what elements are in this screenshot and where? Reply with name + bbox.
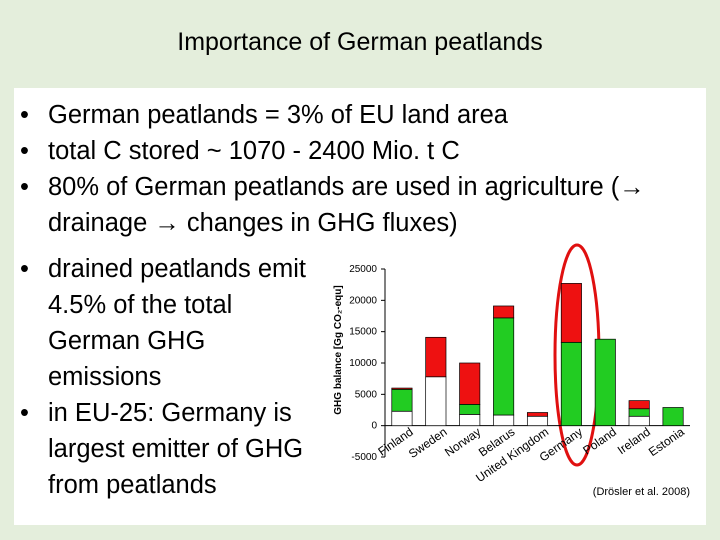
bar-segment	[628, 408, 650, 417]
bar-segment	[526, 412, 549, 417]
bullet: total C stored ~ 1070 - 2400 Mio. t C	[14, 133, 694, 169]
y-tick-label: 15000	[349, 327, 377, 338]
bullet: German peatlands = 3% of EU land area	[14, 97, 694, 133]
bar-segment	[459, 414, 481, 427]
bar-segment	[560, 341, 582, 427]
bullet-list: drained peatlands emit 4.5% of the total…	[14, 251, 314, 503]
bar-segment	[391, 387, 413, 390]
x-tick-label: Ireland	[615, 425, 653, 458]
bar-segment	[628, 400, 650, 410]
slide-title: Importance of German peatlands	[177, 28, 543, 56]
x-tick-label: Estonia	[646, 424, 687, 459]
bar-segment	[425, 376, 447, 427]
bar-segment	[493, 414, 515, 427]
bar-segment	[425, 336, 447, 378]
y-tick-label: 20000	[349, 295, 377, 306]
bar-segment	[459, 404, 481, 415]
bullet: in EU-25: Germany is largest emitter of …	[14, 395, 314, 503]
bar-segment	[459, 362, 481, 405]
bar-segment	[493, 317, 515, 416]
bar-segment	[391, 388, 413, 412]
bullet: drained peatlands emit 4.5% of the total…	[14, 251, 314, 395]
y-tick-label: 25000	[349, 264, 377, 275]
y-tick-label: 5000	[355, 389, 378, 400]
bar-segment	[560, 283, 582, 343]
y-tick-label: 0	[371, 421, 377, 432]
y-tick-label: -5000	[351, 452, 377, 463]
bar-segment	[493, 305, 515, 319]
y-axis-label: GHG balance [Gg CO₂-equ]	[333, 285, 344, 414]
bar-segment	[391, 410, 413, 427]
bullet-list: German peatlands = 3% of EU land area to…	[14, 97, 694, 241]
x-tick-label: Sweden	[406, 425, 450, 461]
bar-segment	[662, 407, 684, 427]
source: (Drösler et al. 2008)	[593, 486, 690, 498]
x-tick-label: Poland	[580, 425, 619, 458]
bar-segment	[628, 415, 650, 427]
y-tick-label: 10000	[349, 358, 377, 369]
bar-segment	[594, 338, 616, 427]
x-tick-label: Norway	[442, 425, 483, 460]
bar-segment	[526, 415, 549, 427]
bullet: 80% of German peatlands are used in agri…	[14, 169, 694, 241]
